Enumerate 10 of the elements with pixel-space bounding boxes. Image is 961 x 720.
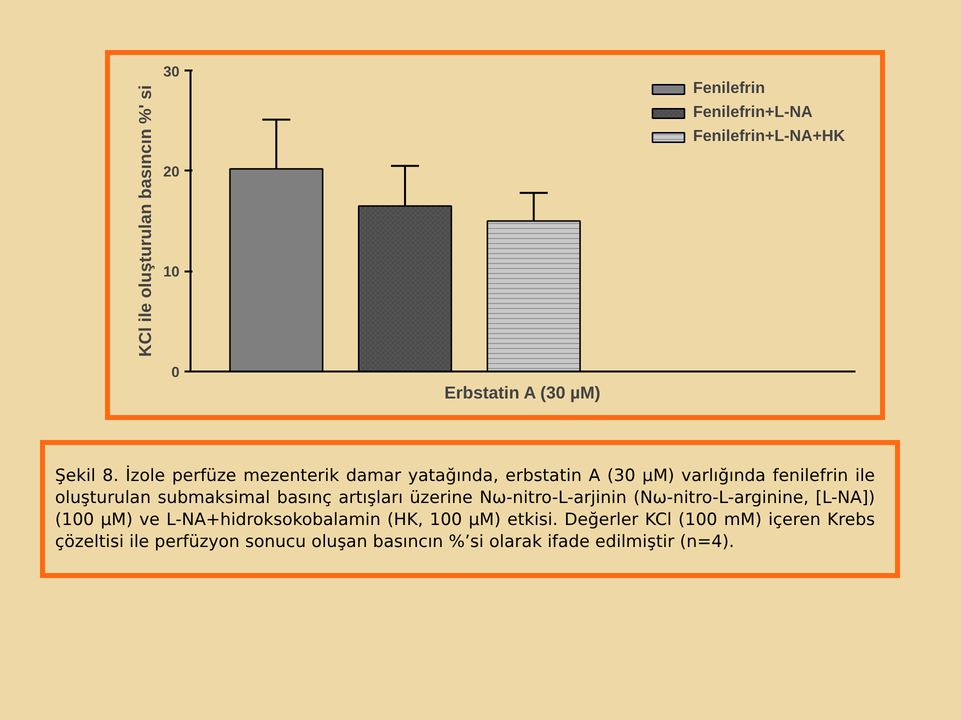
x-axis-title: Erbstatin A (30 µM) <box>444 382 600 402</box>
y-tick-label: 30 <box>163 64 180 80</box>
y-tick-label: 10 <box>163 264 180 281</box>
legend-label: Fenilefrin+L-NA <box>692 104 813 122</box>
y-axis-title: KCl ile oluşturulan basıncın %' si <box>135 85 156 357</box>
text: Şekil 8. İzole perfüze mezenterik damar yatağında, erbstatin A (30 µM) varlığında fenilefrin ile oluşturulan submaksimal basınç artışları üzerine Nω-nitro-L-arjinin (Nω-nitro-L-arginine, [L-NA]) (100 µM) ve L-NA+hidroksokobalamin (HK, 100 µM) etkisi. Değerler KCl (100 mM) içeren Krebs çözeltisi ile perfüzyon sonucu oluşan basıncın %’si olarak ifade edilmiştir (n=4). <box>55 465 875 554</box>
y-tick-label: 0 <box>171 365 180 381</box>
y-tick-label: 20 <box>163 164 180 180</box>
legend-label: Fenilefrin <box>692 80 765 98</box>
legend-label: Fenilefrin+L-NA+HK <box>692 128 845 146</box>
